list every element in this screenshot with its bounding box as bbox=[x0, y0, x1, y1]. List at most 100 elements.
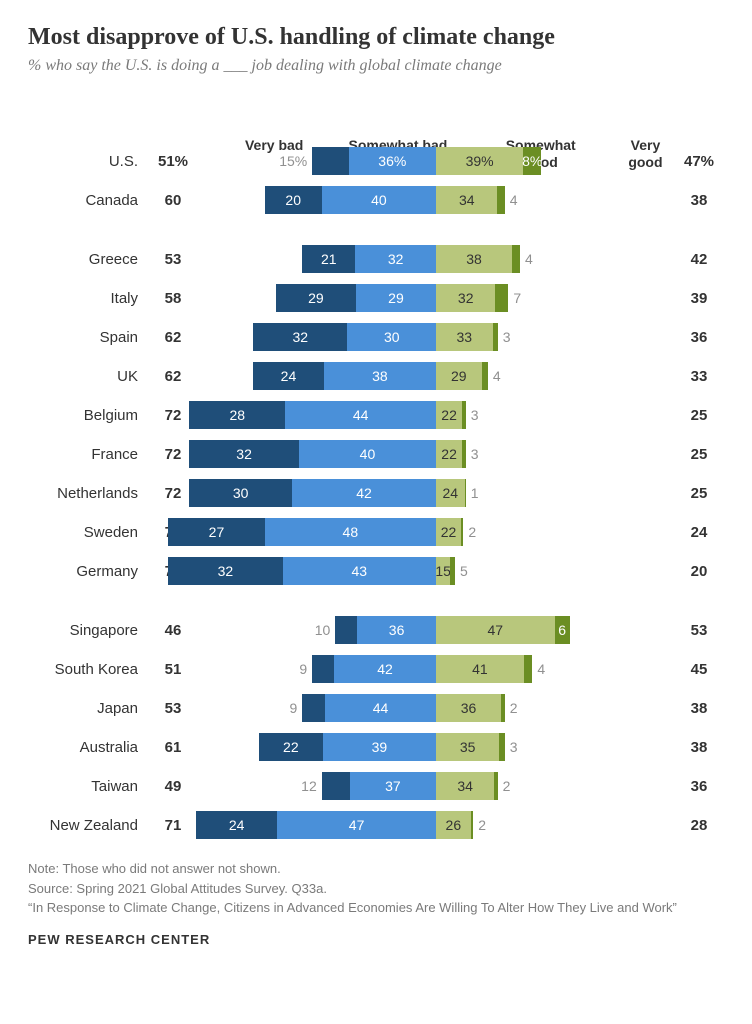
net-good-value: 36 bbox=[674, 778, 724, 795]
row-label: Italy bbox=[28, 290, 148, 307]
row-label: South Korea bbox=[28, 661, 148, 678]
seg-somewhat-bad: 32 bbox=[355, 245, 436, 273]
row-label: Singapore bbox=[28, 622, 148, 639]
table-row: Taiwan49371234236 bbox=[28, 770, 724, 802]
net-good-value: 28 bbox=[674, 817, 724, 834]
seg-very-bad: 29 bbox=[276, 284, 356, 312]
table-row: New Zealand71472426228 bbox=[28, 809, 724, 841]
row-label: Taiwan bbox=[28, 778, 148, 795]
bar-track: 3610476 bbox=[198, 616, 674, 644]
seg-somewhat-good: 34 bbox=[436, 772, 494, 800]
seg-very-good: 7 bbox=[495, 284, 508, 312]
row-label: UK bbox=[28, 368, 148, 385]
net-bad-value: 49 bbox=[148, 778, 198, 795]
row-label: Japan bbox=[28, 700, 148, 717]
net-good-value: 20 bbox=[674, 563, 724, 580]
bar-track: 3922353 bbox=[198, 733, 674, 761]
table-row: Germany75433215520 bbox=[28, 555, 724, 587]
net-good-value: 36 bbox=[674, 329, 724, 346]
seg-very-good: 8% bbox=[523, 147, 541, 175]
seg-somewhat-good: 35 bbox=[436, 733, 499, 761]
seg-somewhat-good: 36 bbox=[436, 694, 501, 722]
seg-somewhat-bad: 44 bbox=[325, 694, 436, 722]
seg-very-good: 2 bbox=[461, 518, 463, 546]
brand-label: PEW RESEARCH CENTER bbox=[28, 932, 724, 947]
table-row: Netherlands72423024125 bbox=[28, 477, 724, 509]
seg-somewhat-bad: 42 bbox=[334, 655, 436, 683]
net-good-value: 25 bbox=[674, 407, 724, 424]
seg-very-bad: 21 bbox=[302, 245, 355, 273]
seg-somewhat-good: 29 bbox=[436, 362, 482, 390]
net-good-value: 25 bbox=[674, 485, 724, 502]
seg-somewhat-good: 22 bbox=[436, 518, 461, 546]
note-line: Source: Spring 2021 Global Attitudes Sur… bbox=[28, 879, 724, 899]
row-label: U.S. bbox=[28, 153, 148, 170]
bar-track: 4428223 bbox=[198, 401, 674, 429]
bar-track: 4020344 bbox=[198, 186, 674, 214]
seg-somewhat-bad: 42 bbox=[292, 479, 436, 507]
seg-somewhat-good: 41 bbox=[436, 655, 524, 683]
net-good-value: 42 bbox=[674, 251, 724, 268]
table-row: South Korea5142941445 bbox=[28, 653, 724, 685]
table-row: Canada60402034438 bbox=[28, 184, 724, 216]
seg-very-good: 2 bbox=[501, 694, 505, 722]
seg-somewhat-bad: 36% bbox=[349, 147, 436, 175]
note-line: Note: Those who did not answer not shown… bbox=[28, 859, 724, 879]
seg-very-good: 3 bbox=[499, 733, 504, 761]
net-good-value: 24 bbox=[674, 524, 724, 541]
seg-somewhat-bad: 40 bbox=[322, 186, 436, 214]
seg-very-good: 4 bbox=[497, 186, 504, 214]
chart-notes: Note: Those who did not answer not shown… bbox=[28, 859, 724, 918]
chart-rows: U.S.51% 36%15% 39%8% 47% Canada60402034438 Gr… bbox=[28, 145, 724, 841]
seg-very-good: 3 bbox=[462, 440, 466, 468]
seg-very-bad: 15% bbox=[312, 147, 348, 175]
net-bad-value: 51% bbox=[148, 153, 198, 170]
net-good-value: 38 bbox=[674, 700, 724, 717]
table-row: Australia61392235338 bbox=[28, 731, 724, 763]
seg-somewhat-good: 39% bbox=[436, 147, 523, 175]
seg-somewhat-bad: 37 bbox=[350, 772, 436, 800]
bar-track: 3824294 bbox=[198, 362, 674, 390]
row-label: Greece bbox=[28, 251, 148, 268]
seg-very-good: 4 bbox=[524, 655, 533, 683]
table-row: Greece53322138442 bbox=[28, 243, 724, 275]
row-label: Australia bbox=[28, 739, 148, 756]
seg-somewhat-good: 22 bbox=[436, 401, 462, 429]
seg-somewhat-good: 32 bbox=[436, 284, 495, 312]
seg-somewhat-bad: 44 bbox=[285, 401, 436, 429]
net-good-value: 25 bbox=[674, 446, 724, 463]
bar-track: 429414 bbox=[198, 655, 674, 683]
bar-track: 36%15% 39%8% bbox=[198, 147, 674, 175]
table-row: Belgium72442822325 bbox=[28, 399, 724, 431]
net-bad-value: 46 bbox=[148, 622, 198, 639]
bar-track: 4724262 bbox=[198, 811, 674, 839]
seg-somewhat-bad: 36 bbox=[357, 616, 436, 644]
table-row: U.S.51% 36%15% 39%8% 47% bbox=[28, 145, 724, 177]
seg-very-good: 6 bbox=[555, 616, 570, 644]
column-headers: Very bad Somewhat bad Somewhat good Very… bbox=[28, 97, 724, 137]
seg-somewhat-good: 33 bbox=[436, 323, 493, 351]
seg-somewhat-bad: 47 bbox=[277, 811, 436, 839]
seg-somewhat-bad: 43 bbox=[283, 557, 437, 585]
note-line: “In Response to Climate Change, Citizens… bbox=[28, 898, 724, 918]
seg-very-bad: 32 bbox=[253, 323, 347, 351]
row-label: Spain bbox=[28, 329, 148, 346]
net-bad-value: 51 bbox=[148, 661, 198, 678]
seg-somewhat-bad: 39 bbox=[323, 733, 436, 761]
seg-somewhat-good: 34 bbox=[436, 186, 497, 214]
table-row: UK62382429433 bbox=[28, 360, 724, 392]
seg-very-good: 5 bbox=[450, 557, 455, 585]
seg-very-good: 1 bbox=[465, 479, 466, 507]
bar-track: 3032333 bbox=[198, 323, 674, 351]
bar-track: 3712342 bbox=[198, 772, 674, 800]
bar-track: 4827222 bbox=[198, 518, 674, 546]
seg-somewhat-good: 22 bbox=[436, 440, 462, 468]
seg-somewhat-bad: 30 bbox=[347, 323, 436, 351]
net-good-value: 47% bbox=[674, 153, 724, 170]
net-good-value: 45 bbox=[674, 661, 724, 678]
chart-title: Most disapprove of U.S. handling of clim… bbox=[28, 24, 724, 51]
chart-subtitle: % who say the U.S. is doing a ___ job de… bbox=[28, 57, 724, 75]
seg-very-bad: 32 bbox=[168, 557, 282, 585]
net-good-value: 39 bbox=[674, 290, 724, 307]
seg-very-good: 2 bbox=[494, 772, 497, 800]
